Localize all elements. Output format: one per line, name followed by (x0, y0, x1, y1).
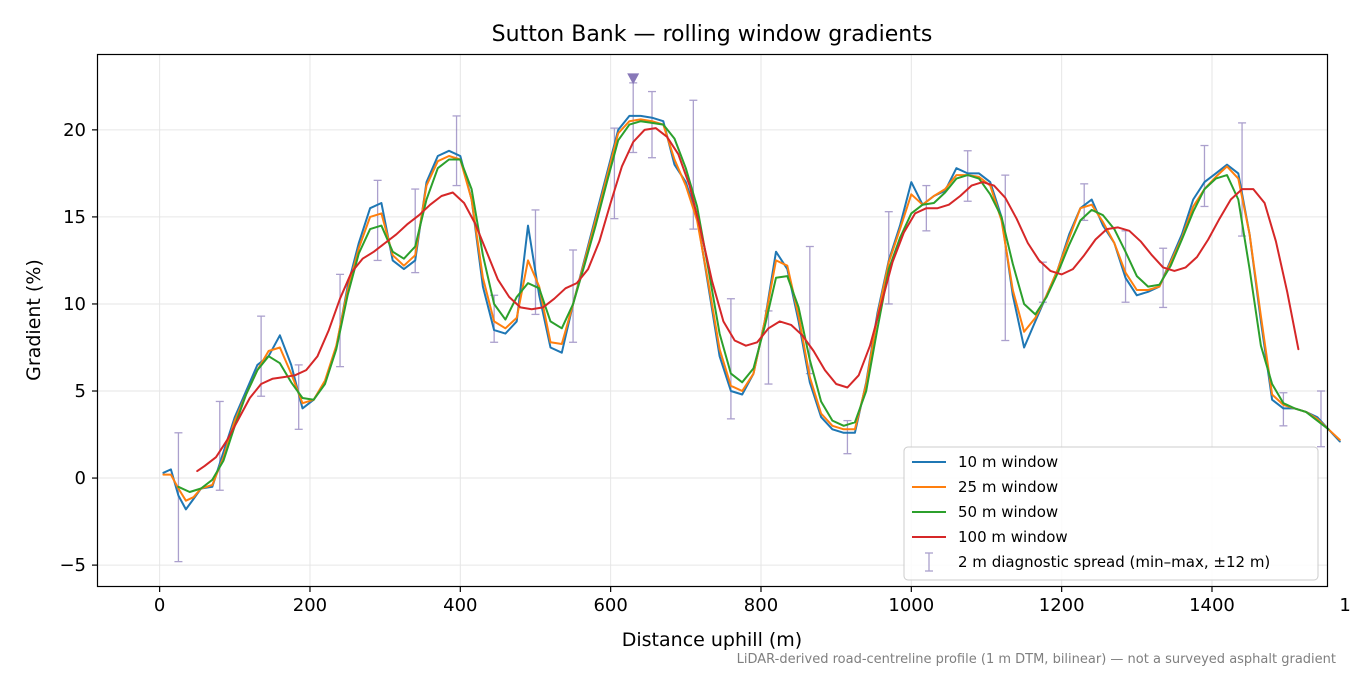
legend-label: 50 m window (958, 503, 1058, 521)
series-line-100m (196, 127, 1300, 473)
error-bar (452, 115, 461, 187)
series-lines (162, 114, 1341, 511)
source-caption: LiDAR-derived road-centreline profile (1… (736, 652, 1336, 667)
error-bar (336, 273, 345, 368)
legend-entry: 10 m window (912, 453, 1058, 471)
legend: 10 m window 25 m window 50 m window 100 m w… (903, 446, 1319, 581)
y-tick-label: 15 (63, 207, 86, 228)
legend-entry: 100 m window (912, 528, 1068, 546)
error-bar (647, 90, 656, 159)
y-axis-label: Gradient (%) (23, 259, 45, 381)
x-tick-label: 1600 (1339, 595, 1350, 616)
x-tick-label: 200 (293, 595, 327, 616)
legend-label: 25 m window (958, 478, 1058, 496)
error-bar (726, 298, 735, 420)
x-tick-label: 400 (443, 595, 477, 616)
error-bar (1200, 144, 1209, 208)
legend-label: 2 m diagnostic spread (min–max, ±12 m) (958, 553, 1270, 571)
y-tick-label: 20 (63, 120, 86, 141)
legend-entry: 2 m diagnostic spread (min–max, ±12 m) (925, 552, 1270, 572)
peak-marker (627, 73, 640, 85)
error-bar (805, 245, 814, 375)
x-tick-label: 800 (744, 595, 778, 616)
x-tick-label: 1000 (888, 595, 934, 616)
x-tick-label: 1200 (1039, 595, 1085, 616)
peak-marker-layer (627, 73, 640, 85)
y-tick-label: −5 (59, 555, 86, 576)
error-bar (1001, 174, 1010, 342)
legend-box (903, 446, 1319, 581)
legend-label: 10 m window (958, 453, 1058, 471)
y-tick-label: 10 (63, 294, 86, 315)
error-bar (215, 400, 224, 491)
legend-swatch (925, 552, 933, 572)
error-bar (373, 179, 382, 262)
error-bar (257, 315, 266, 397)
legend-entry: 50 m window (912, 503, 1058, 521)
series-line-50m (177, 120, 1330, 493)
y-tick-label: 5 (75, 381, 86, 402)
x-tick-label: 0 (154, 595, 165, 616)
error-bar (531, 209, 540, 316)
legend-entry: 25 m window (912, 478, 1058, 496)
error-bar (843, 419, 852, 455)
axis-ticks: 0 200 400 600 800 1000 1200 1400 1600 −5 0 5 10 15 20 (59, 120, 1350, 616)
x-axis-label: Distance uphill (m) (622, 629, 802, 651)
x-tick-label: 600 (593, 595, 627, 616)
plot-frame (96, 53, 1329, 588)
error-bar (1316, 390, 1325, 448)
x-tick-label: 1400 (1189, 595, 1235, 616)
y-tick-label: 0 (75, 468, 86, 489)
error-bar (569, 249, 578, 343)
chart-title: Sutton Bank — rolling window gradients (492, 22, 933, 47)
legend-label: 100 m window (958, 528, 1068, 546)
